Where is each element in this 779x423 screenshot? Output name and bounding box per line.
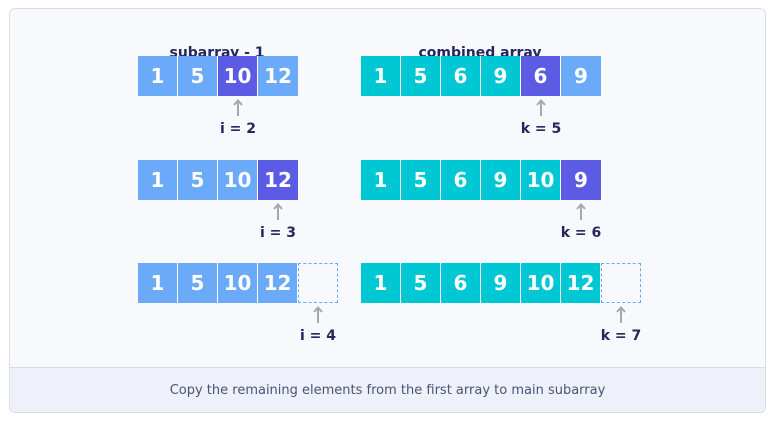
pointer-i-row-3: i = 4	[278, 306, 358, 344]
array-cell: 10	[218, 263, 258, 303]
combined-array-row-2: 1 5 6 9 10 9	[361, 160, 601, 200]
up-arrow-icon	[536, 99, 546, 116]
array-cell: 6	[441, 160, 481, 200]
pointer-label: i = 4	[299, 328, 337, 344]
subarray-row-1: 1 5 10 12	[138, 56, 298, 96]
array-cell: 9	[481, 263, 521, 303]
array-cell: 1	[138, 160, 178, 200]
array-cell: 1	[361, 263, 401, 303]
up-arrow-icon	[273, 203, 283, 220]
array-cell: 6	[441, 263, 481, 303]
pointer-k-row-3: k = 7	[581, 306, 661, 344]
array-cell: 6	[521, 56, 561, 96]
array-cell: 10	[521, 160, 561, 200]
array-cell: 12	[258, 160, 298, 200]
subarray-row-3: 1 5 10 12	[138, 263, 338, 303]
pointer-label: k = 7	[600, 328, 642, 344]
array-cell: 5	[178, 263, 218, 303]
array-cell: 1	[361, 56, 401, 96]
combined-array-row-3: 1 5 6 9 10 12	[361, 263, 641, 303]
array-cell: 9	[481, 56, 521, 96]
array-cell: 9	[561, 56, 601, 96]
pointer-i-row-1: i = 2	[198, 99, 278, 137]
array-cell: 9	[561, 160, 601, 200]
up-arrow-icon	[576, 203, 586, 220]
array-cell: 5	[401, 160, 441, 200]
array-cell: 5	[178, 160, 218, 200]
caption-text: Copy the remaining elements from the fir…	[169, 382, 606, 398]
pointer-label: i = 2	[219, 121, 257, 137]
array-cell: 1	[138, 56, 178, 96]
array-cell: 10	[218, 56, 258, 96]
array-cell: 1	[361, 160, 401, 200]
array-cell: 5	[178, 56, 218, 96]
empty-array-cell	[298, 263, 338, 303]
pointer-label: k = 5	[520, 121, 562, 137]
array-cell: 9	[481, 160, 521, 200]
array-cell: 10	[218, 160, 258, 200]
array-cell: 5	[401, 263, 441, 303]
up-arrow-icon	[233, 99, 243, 116]
up-arrow-icon	[616, 306, 626, 323]
array-cell: 6	[441, 56, 481, 96]
array-cell: 12	[258, 56, 298, 96]
array-cell: 5	[401, 56, 441, 96]
up-arrow-icon	[313, 306, 323, 323]
combined-array-row-1: 1 5 6 9 6 9	[361, 56, 601, 96]
pointer-i-row-2: i = 3	[238, 203, 318, 241]
diagram-frame: subarray - 1 combined array 1 5 10 12 1 …	[9, 8, 766, 413]
pointer-k-row-1: k = 5	[501, 99, 581, 137]
subarray-row-2: 1 5 10 12	[138, 160, 298, 200]
pointer-label: k = 6	[560, 225, 602, 241]
array-cell: 1	[138, 263, 178, 303]
empty-array-cell	[601, 263, 641, 303]
array-cell: 10	[521, 263, 561, 303]
caption-bar: Copy the remaining elements from the fir…	[10, 367, 765, 412]
array-cell: 12	[258, 263, 298, 303]
array-cell: 12	[561, 263, 601, 303]
pointer-label: i = 3	[259, 225, 297, 241]
pointer-k-row-2: k = 6	[541, 203, 621, 241]
